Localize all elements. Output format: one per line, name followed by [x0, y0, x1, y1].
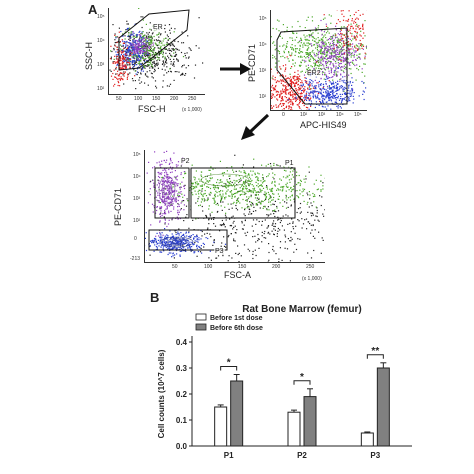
bar [230, 380, 244, 447]
bar [360, 432, 374, 447]
flow-plot-2-ytick: 10² [259, 94, 267, 100]
flow-plot-1-xtick: 150 [152, 96, 161, 102]
flow-plot-3-gate-p3-label: P3 [214, 248, 225, 255]
y-axis-label: Cell counts (10^7 cells) [157, 349, 166, 438]
bar [287, 411, 301, 447]
flow-plot-2-xtick: 0 [282, 112, 285, 118]
flow-plot-3-xtick: 150 [238, 264, 247, 270]
flow-plot-1-ytick: 10³ [97, 62, 105, 68]
legend-swatch [195, 313, 207, 321]
flow-plot-3-xtick: 50 [172, 264, 178, 270]
flow-plot-3-scatter [145, 150, 325, 262]
bar [303, 396, 317, 447]
y-tick-label: 0.4 [176, 338, 188, 347]
flow-plot-3-ytick: 10⁴ [133, 174, 141, 180]
scatter-1-events-red [109, 31, 136, 87]
flow-plot-3-ylabel: PE-CD71 [113, 187, 123, 226]
significance-label: ** [371, 346, 379, 357]
flow-plot-1-ytick: 10⁴ [97, 38, 105, 44]
chart-title: Rat Bone Marrow (femur) [242, 304, 361, 315]
legend-label: Before 1st dose [210, 315, 263, 322]
flow-plot-3-xtick: 100 [204, 264, 213, 270]
scatter-1-events-purple [127, 31, 154, 61]
significance-bracket [293, 380, 311, 385]
flow-plot-3-xlabel: FSC-A [224, 270, 251, 280]
flow-plot-3-xunit: (x 1,000) [302, 276, 322, 282]
significance-bracket [366, 354, 384, 359]
flow-plot-2-xtick: 10² [300, 112, 308, 118]
scatter-2-events-purple [299, 19, 367, 100]
flow-plot-1-ytick: 10² [97, 86, 105, 92]
legend-label: Before 6th dose [210, 325, 263, 332]
flow-plot-3-ytick: 10² [133, 218, 141, 224]
panel-a-label: A [88, 2, 98, 17]
flow-plot-2-xtick: 10³ [318, 112, 326, 118]
flow-plot-2-xlabel: APC-HIS49 [300, 120, 347, 130]
scatter-2-events-blue [287, 67, 367, 110]
flow-plot-2-ytick: 10⁵ [259, 16, 267, 22]
flow-plot-1-xtick: 200 [170, 96, 179, 102]
y-tick-label: 0.3 [176, 364, 188, 373]
flow-plot-3-xtick: 200 [272, 264, 281, 270]
scatter-1-gate [118, 9, 190, 71]
x-tick-label: P2 [297, 451, 307, 460]
flow-plot-3-ytick: 0 [134, 236, 137, 242]
scatter-3-gate-p1 [190, 167, 296, 219]
y-tick-label: 0.1 [176, 416, 188, 425]
flow-plot-3-ytick: 10⁵ [133, 152, 141, 158]
flow-plot-2-xtick: 10⁴ [336, 112, 344, 118]
bar-chart: Rat Bone Marrow (femur) 0.0 0.1 0.2 0.3 0.4 Ce… [157, 304, 412, 460]
flow-plot-1-ylabel: SSC-H [84, 41, 94, 70]
bar [376, 367, 390, 447]
y-tick-label: 0.2 [176, 390, 188, 399]
flow-plot-2-ytick: 10³ [259, 68, 267, 74]
x-tick-label: P1 [224, 451, 234, 460]
scatter-3-events-purple [146, 150, 186, 237]
flow-plot-1-scatter [109, 8, 204, 90]
flow-plot-1-xlabel: FSC-H [138, 104, 166, 114]
panel-b-label: B [150, 290, 160, 305]
significance-label: * [227, 358, 231, 369]
flow-plot-1-xtick: 250 [188, 96, 197, 102]
flow-plot-2-xtick: 10⁵ [354, 112, 362, 118]
flow-plot-1-xtick: 50 [116, 96, 122, 102]
flow-plot-1-xunit: (x 1,000) [182, 107, 202, 113]
legend: Before 1st dose Before 6th dose [195, 313, 263, 332]
x-tick-label: P3 [370, 451, 380, 460]
flow-plot-3-gate-p2-label: P2 [180, 158, 191, 165]
scatter-3-contours [158, 173, 250, 248]
bar [214, 406, 228, 447]
flow-plot-1-gate-label: ER [152, 24, 164, 31]
scatter-2-events-red [271, 55, 330, 110]
arrow-down-left-icon [241, 113, 270, 140]
scatter-3-events-green [148, 158, 325, 220]
scatter-2-gate [276, 27, 348, 105]
flow-plot-3-gate-p1-label: P1 [284, 160, 295, 167]
significance-label: * [300, 372, 304, 383]
scatter-3-gate-p2 [154, 167, 190, 219]
legend-swatch [195, 323, 207, 331]
flow-plot-2-gate-label: ER2 [306, 70, 322, 77]
flow-plot-3-ytick: -213 [130, 256, 141, 262]
flow-plot-3-ytick: 10³ [133, 196, 141, 202]
scatter-3-gate-p3 [148, 229, 228, 251]
arrow-right-icon [220, 63, 251, 75]
flow-plot-1-xtick: 100 [134, 96, 143, 102]
significance-bracket [220, 366, 238, 371]
y-tick-label: 0.0 [176, 442, 188, 451]
flow-plot-2-ytick: 10⁴ [259, 42, 267, 48]
flow-plot-2-scatter [271, 10, 367, 110]
flow-plot-1-ytick: 10⁵ [97, 14, 105, 20]
flow-plot-3-xtick: 250 [306, 264, 315, 270]
flow-plot-2-ylabel: PE-CD71 [247, 43, 257, 82]
